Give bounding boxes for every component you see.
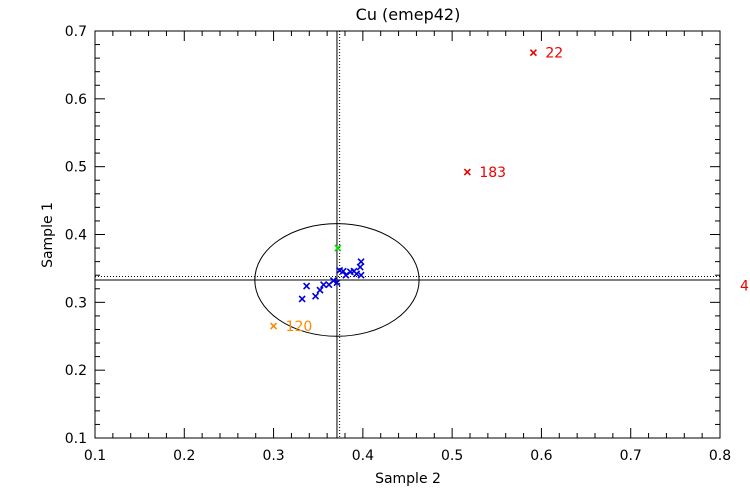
main-point [357,271,365,279]
main-point [339,267,347,275]
main-point [320,281,328,289]
reference-point [334,244,342,252]
confidence-ellipse [254,223,420,337]
y-tick-label: 0.3 [65,295,87,311]
y-axis-title: Sample 1 [40,202,56,268]
main-point [357,258,365,266]
plot-frame [94,30,721,439]
main-point [316,286,324,294]
chart-title: Cu (emep42) [356,5,461,24]
outlier_low-point [270,322,278,330]
main-point [329,277,337,285]
x-tick-label: 0.3 [262,448,284,464]
point-label: 22 [545,46,563,62]
x-tick-label: 0.2 [173,448,195,464]
y-tick-label: 0.5 [65,160,87,176]
y-tick-label: 0.7 [65,24,87,40]
outlier_high-point [463,168,471,176]
offscale-point-label: 4 [740,278,749,294]
x-tick-label: 0.8 [709,448,731,464]
point-label: 120 [286,319,313,335]
plot-area: 0.1 0.2 0.3 0.4 0.5 0.6 0.7 0.8 0.1 0.2 0.3 0.4 0.5 0… [65,24,749,464]
y-tick-label: 0.4 [65,228,87,244]
x-tick-label: 0.1 [84,448,106,464]
y-tick-label: 0.6 [65,92,87,108]
main-point [303,282,311,290]
x-tick-label: 0.7 [620,448,642,464]
main-point [333,279,341,287]
y-tick-label: 0.2 [65,363,87,379]
outlier_high-point [529,49,537,57]
point-label: 183 [479,165,506,181]
x-tick-label: 0.4 [352,448,374,464]
main-point [298,295,306,303]
y-tick-label: 0.1 [65,431,87,447]
main-point [356,263,364,271]
x-tick-label: 0.6 [530,448,552,464]
main-point [311,292,320,300]
x-axis-title: Sample 2 [375,471,441,487]
x-tick-label: 0.5 [441,448,463,464]
